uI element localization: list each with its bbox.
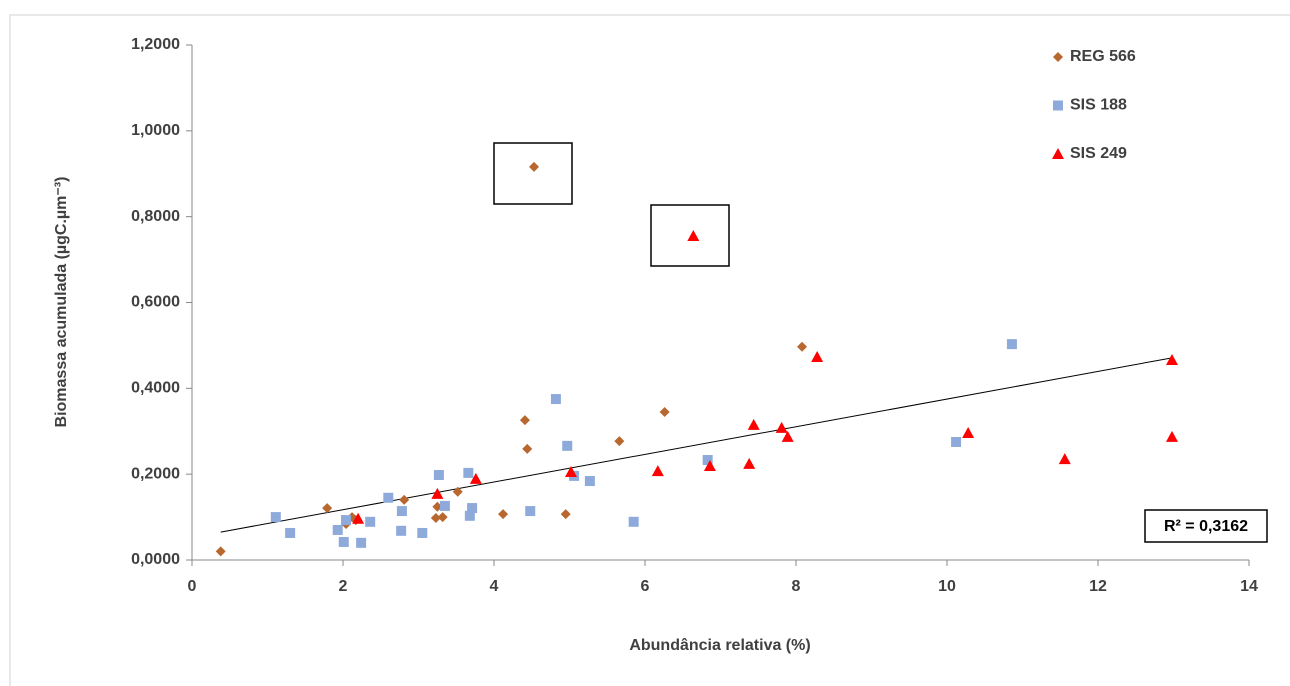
data-point xyxy=(365,516,376,527)
y-axis-label: Biomassa acumulada (µgC.µm⁻³) xyxy=(53,177,70,428)
data-point xyxy=(1058,453,1071,465)
data-point xyxy=(1006,339,1017,350)
data-point xyxy=(467,503,478,514)
annotation: R² = 0,3162 xyxy=(1164,518,1248,535)
data-point xyxy=(628,516,639,527)
x-tick-label: 0 xyxy=(188,578,197,595)
data-point xyxy=(433,470,444,481)
data-point xyxy=(399,494,410,505)
data-point xyxy=(743,457,756,469)
data-point xyxy=(437,512,448,523)
data-point xyxy=(338,536,349,547)
data-point xyxy=(356,537,367,548)
data-point xyxy=(962,426,975,438)
data-point xyxy=(383,492,394,503)
data-point xyxy=(562,440,573,451)
data-point xyxy=(332,524,343,535)
y-tick-label: 1,2000 xyxy=(131,36,180,53)
data-point xyxy=(463,467,474,478)
data-point xyxy=(439,500,450,511)
x-axis-label: Abundância relativa (%) xyxy=(629,637,810,654)
legend-label: SIS 188 xyxy=(1070,97,1127,114)
data-point xyxy=(522,443,533,454)
data-point xyxy=(775,421,788,433)
data-point xyxy=(651,465,664,477)
data-point xyxy=(797,341,808,352)
highlight-box xyxy=(493,142,573,205)
data-point xyxy=(584,476,595,487)
data-point xyxy=(452,486,463,497)
data-point xyxy=(781,430,794,442)
data-point xyxy=(396,506,407,517)
legend-marker xyxy=(1053,100,1063,111)
data-point xyxy=(341,515,352,526)
data-point xyxy=(498,509,509,520)
data-point xyxy=(811,351,824,363)
x-tick-label: 4 xyxy=(490,578,499,595)
data-point xyxy=(747,418,760,430)
y-tick-label: 0,8000 xyxy=(131,208,180,225)
data-point xyxy=(432,501,443,512)
x-tick-label: 6 xyxy=(641,578,650,595)
y-tick-label: 0,2000 xyxy=(131,465,180,482)
data-point xyxy=(702,455,713,466)
highlight-box xyxy=(650,204,730,267)
data-point xyxy=(285,527,296,538)
data-point xyxy=(951,436,962,447)
data-point xyxy=(519,415,530,426)
trendline xyxy=(220,357,1173,533)
legend-marker xyxy=(1053,52,1063,62)
data-point xyxy=(659,406,670,417)
data-point xyxy=(417,527,428,538)
legend-label: REG 566 xyxy=(1070,48,1136,65)
data-point xyxy=(431,487,444,499)
data-point xyxy=(565,466,578,478)
data-point xyxy=(614,436,625,447)
data-point xyxy=(1165,430,1178,442)
data-point xyxy=(464,510,475,521)
x-tick-label: 2 xyxy=(339,578,348,595)
data-point xyxy=(430,512,441,523)
data-point xyxy=(687,229,700,241)
data-point xyxy=(703,460,716,472)
data-point xyxy=(270,512,281,523)
x-tick-label: 12 xyxy=(1089,578,1107,595)
y-tick-label: 0,4000 xyxy=(131,380,180,397)
data-point xyxy=(529,161,540,172)
y-tick-label: 0,0000 xyxy=(131,551,180,568)
legend-marker xyxy=(1052,148,1064,159)
data-point xyxy=(560,509,571,520)
data-point xyxy=(322,503,333,514)
chart-frame xyxy=(9,14,1290,686)
data-point xyxy=(525,506,536,517)
annotation-box xyxy=(1144,509,1268,543)
y-tick-label: 1,0000 xyxy=(131,122,180,139)
x-tick-label: 8 xyxy=(792,578,801,595)
data-point xyxy=(215,546,226,557)
legend-label: SIS 249 xyxy=(1070,145,1127,162)
x-tick-label: 10 xyxy=(938,578,956,595)
data-point xyxy=(1165,354,1178,366)
data-point xyxy=(469,472,482,484)
data-point xyxy=(352,512,365,524)
y-tick-label: 0,6000 xyxy=(131,294,180,311)
data-point xyxy=(550,394,561,405)
data-point xyxy=(396,525,407,536)
x-tick-label: 14 xyxy=(1240,578,1258,595)
